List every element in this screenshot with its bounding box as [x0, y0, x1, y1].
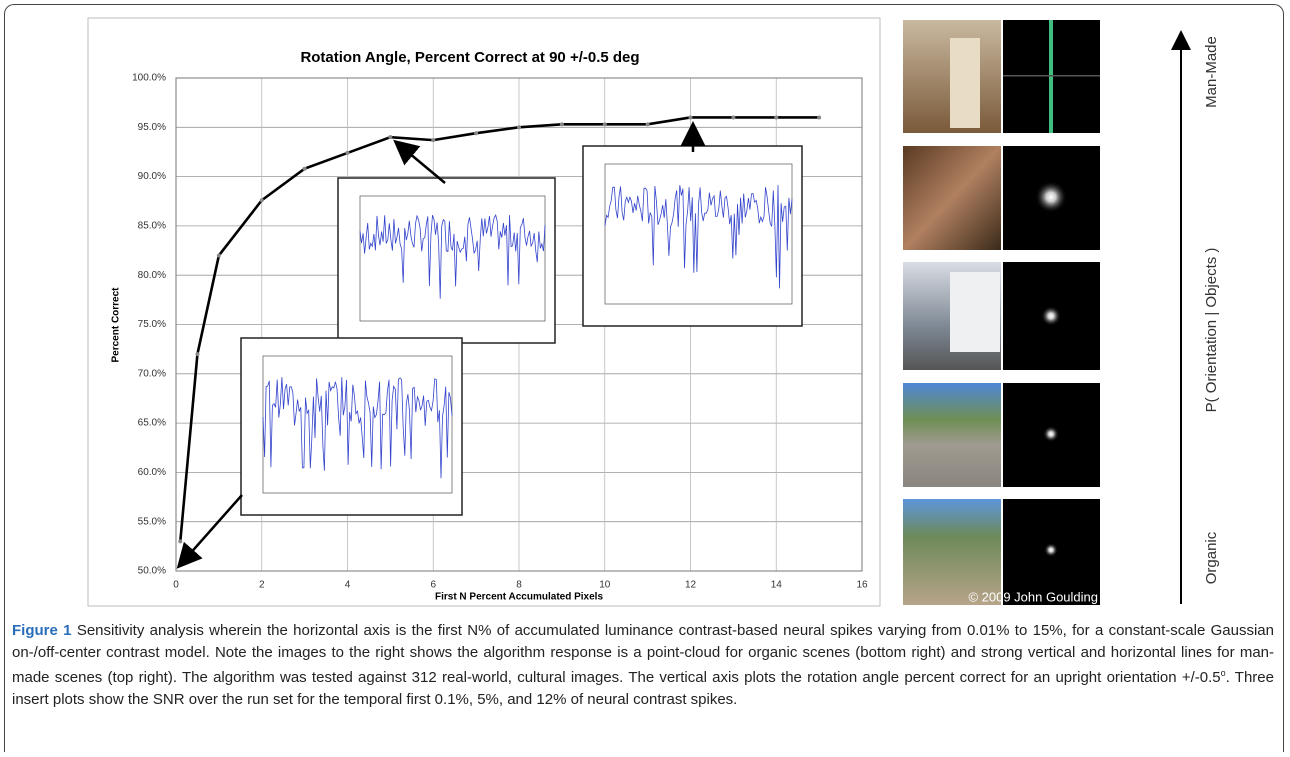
- x-tick-label: 10: [599, 580, 611, 591]
- photo-credit: © 2009 John Goulding: [968, 589, 1098, 604]
- photo-detail: [950, 272, 1000, 352]
- data-point: [178, 539, 182, 543]
- data-point: [731, 115, 735, 119]
- y-tick-label: 60.0%: [138, 467, 166, 478]
- photo: [903, 146, 1001, 250]
- y-tick-label: 100.0%: [132, 73, 166, 84]
- y-tick-label: 75.0%: [138, 319, 166, 330]
- y-tick-label: 70.0%: [138, 368, 166, 379]
- chart-title: Rotation Angle, Percent Correct at 90 +/…: [300, 49, 639, 66]
- data-point: [474, 131, 478, 135]
- caption: Figure 1 Sensitivity analysis wherein th…: [12, 620, 1274, 710]
- caption-label: Figure 1: [12, 622, 72, 639]
- side-label: Organic: [1203, 531, 1220, 584]
- x-axis-label: First N Percent Accumulated Pixels: [435, 592, 603, 603]
- x-tick-label: 16: [856, 580, 868, 591]
- y-tick-label: 50.0%: [138, 566, 166, 577]
- data-point: [346, 151, 350, 155]
- x-tick-label: 2: [259, 580, 265, 591]
- spectrum-dot: [1041, 306, 1061, 326]
- y-tick-label: 80.0%: [138, 270, 166, 281]
- data-point: [774, 115, 778, 119]
- figure: Rotation Angle, Percent Correct at 90 +/…: [0, 0, 1290, 612]
- x-tick-label: 6: [430, 580, 436, 591]
- y-axis-label: Percent Correct: [111, 287, 122, 363]
- photo-column: © 2009 John Goulding: [903, 20, 1100, 605]
- inset-plot: [583, 146, 802, 326]
- x-tick-label: 4: [345, 580, 351, 591]
- x-tick-label: 8: [516, 580, 522, 591]
- data-point: [431, 138, 435, 142]
- data-point: [217, 253, 221, 257]
- side-label: P( Orientation | Objects ): [1203, 248, 1220, 413]
- x-tick-label: 12: [685, 580, 697, 591]
- data-point: [517, 125, 521, 129]
- photo-detail: [950, 38, 980, 128]
- spectrum-dot: [1035, 181, 1067, 213]
- side-label: Man-Made: [1203, 36, 1220, 108]
- spectrum-line: [1003, 75, 1100, 77]
- y-tick-label: 85.0%: [138, 221, 166, 232]
- inset-plot: [338, 178, 555, 343]
- spectrum-dot: [1044, 543, 1058, 557]
- photo: [903, 383, 1001, 487]
- x-tick-label: 0: [173, 580, 179, 591]
- data-point: [646, 122, 650, 126]
- inset-plot: [241, 338, 462, 515]
- data-point: [560, 122, 564, 126]
- data-point: [817, 115, 821, 119]
- y-tick-label: 95.0%: [138, 122, 166, 133]
- data-point: [303, 167, 307, 171]
- page: Rotation Angle, Percent Correct at 90 +/…: [0, 0, 1290, 757]
- y-tick-label: 90.0%: [138, 171, 166, 182]
- spectrum-dot: [1043, 426, 1059, 442]
- data-point: [689, 115, 693, 119]
- x-tick-label: 14: [771, 580, 783, 591]
- caption-text: Sensitivity analysis wherein the horizon…: [12, 622, 1274, 686]
- y-tick-label: 65.0%: [138, 418, 166, 429]
- data-point: [195, 352, 199, 356]
- data-point: [260, 198, 264, 202]
- data-point: [603, 122, 607, 126]
- y-tick-label: 55.0%: [138, 516, 166, 527]
- data-point: [388, 135, 392, 139]
